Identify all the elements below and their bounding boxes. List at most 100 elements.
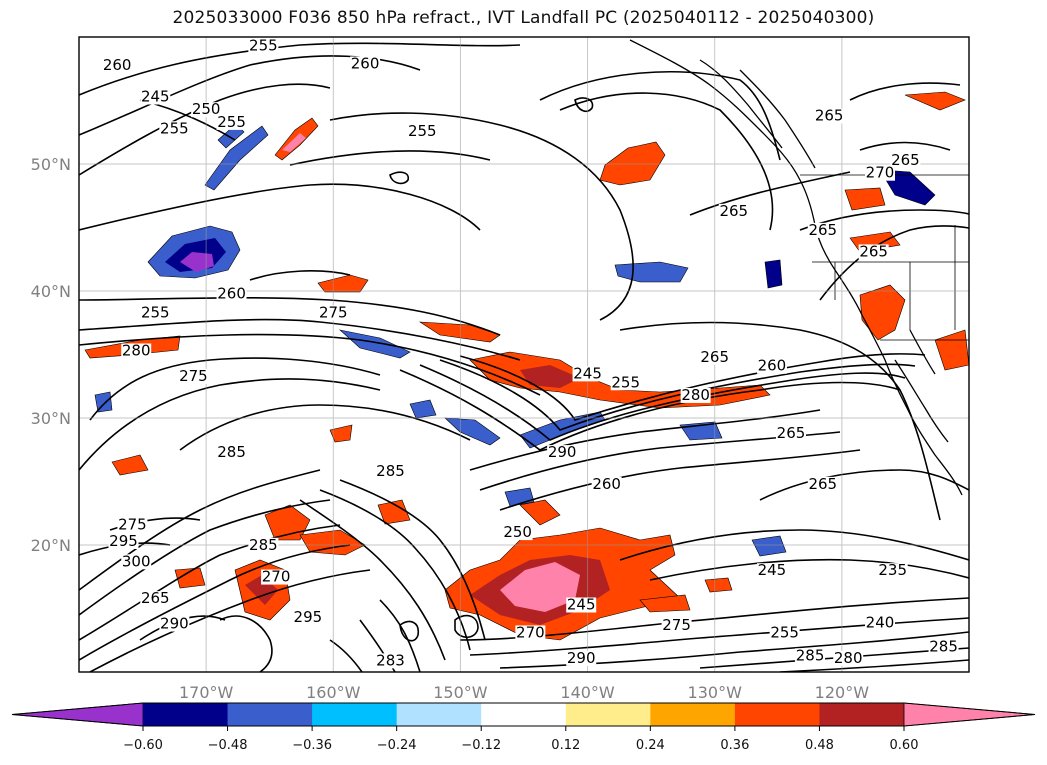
colorbar-tick-label: 0.12	[551, 738, 580, 753]
colorbar-tick-label: −0.48	[208, 738, 248, 753]
shaded-anomaly-layer	[84, 91, 969, 641]
contour-label-background	[814, 108, 845, 124]
contour-line	[79, 183, 481, 231]
positive-anomaly-region	[639, 594, 691, 613]
contour-label: 283	[376, 651, 405, 669]
colorbar-extend-low	[11, 702, 144, 727]
contour-label: 255	[141, 303, 170, 321]
contour-label: 275	[118, 515, 147, 533]
contour-label-background	[547, 445, 578, 461]
longitude-tick-label: 160°W	[306, 683, 361, 702]
latitude-tick-label: 30°N	[31, 409, 71, 428]
contour-line	[79, 469, 321, 591]
contour-label-background	[350, 56, 381, 72]
positive-anomaly-region	[282, 133, 306, 152]
colorbar-tick-label: 0.60	[890, 738, 919, 753]
coastline	[629, 39, 963, 496]
contour-label: 260	[758, 357, 787, 375]
contour-label: 275	[319, 303, 348, 321]
contour-line	[79, 333, 541, 396]
longitude-tick-label: 130°W	[688, 683, 743, 702]
negative-anomaly-region	[338, 329, 411, 359]
contour-label-background	[756, 563, 787, 579]
negative-anomaly-region	[180, 252, 214, 272]
contour-line	[379, 599, 421, 672]
contour-label-background	[865, 165, 895, 181]
positive-anomaly-region	[904, 91, 966, 111]
positive-anomaly-region	[859, 284, 906, 341]
contour-label-background	[140, 89, 171, 105]
colorbar-segment	[143, 703, 229, 726]
contour-line	[249, 270, 351, 281]
contour-label: 285	[796, 646, 825, 664]
contour-label: 260	[103, 56, 132, 74]
colorbar-segment	[819, 703, 905, 726]
colorbar-segment	[312, 703, 398, 726]
contour-line	[79, 318, 521, 361]
positive-anomaly-region	[500, 562, 580, 612]
latitude-tick-label: 20°N	[31, 536, 71, 555]
contour-label-background	[261, 569, 292, 585]
contour-label: 295	[109, 532, 138, 550]
colorbar-segment	[227, 703, 313, 726]
contour-line	[779, 659, 969, 672]
contour-line	[79, 378, 381, 471]
colorbar-segment	[565, 703, 651, 726]
contour-label-background	[572, 366, 603, 382]
contour-label-background	[566, 650, 597, 666]
contour-label-background	[807, 222, 838, 238]
contour-label-background	[178, 368, 209, 384]
contour-label: 290	[160, 615, 189, 633]
colorbar-segments	[11, 702, 1036, 727]
contour-label: 280	[122, 342, 151, 360]
colorbar-tick-label: −0.12	[461, 738, 501, 753]
contour-label: 245	[573, 364, 602, 382]
contour-label-background	[216, 445, 247, 461]
contour-label-background	[865, 615, 895, 631]
coastline	[739, 69, 816, 169]
colorbar-tick-label: 0.24	[636, 738, 665, 753]
colorbar-segment	[396, 703, 482, 726]
contour-label: 285	[217, 443, 246, 461]
contour-label: 280	[681, 386, 710, 404]
contour-label-background	[102, 57, 133, 73]
contour-line	[649, 558, 969, 581]
contour-label: 270	[516, 623, 545, 641]
contour-label: 275	[662, 616, 691, 634]
contour-line	[499, 449, 861, 511]
contour-label: 265	[891, 151, 920, 169]
colorbar-tick-label: −0.60	[123, 738, 163, 753]
negative-anomaly-region	[751, 535, 787, 557]
contour-line	[179, 404, 471, 451]
contour-line	[619, 529, 969, 561]
negative-anomaly-region	[409, 399, 437, 419]
positive-anomaly-region	[377, 499, 411, 525]
contour-label-background	[566, 597, 597, 613]
negative-anomaly-region	[444, 417, 501, 446]
contour-label: 300	[122, 552, 151, 570]
contour-line	[399, 369, 901, 451]
contour-label-background	[795, 648, 826, 664]
latitude-tick-label: 40°N	[31, 282, 71, 301]
contour-line	[689, 171, 851, 216]
contour-label-background	[216, 286, 247, 302]
contour-label: 265	[808, 475, 837, 493]
contour-label: 265	[815, 107, 844, 125]
contour-label-background	[140, 305, 171, 321]
contour-label: 295	[294, 608, 323, 626]
contour-label-background	[928, 639, 959, 655]
contour-line	[759, 469, 969, 501]
contour-line	[299, 499, 446, 661]
colorbar-tick-label: 0.36	[720, 738, 749, 753]
coastline-layer	[629, 39, 969, 496]
contour-label: 245	[141, 88, 170, 106]
contour-line	[89, 357, 381, 421]
contour-line	[439, 359, 916, 431]
colorbar-segment	[481, 703, 567, 726]
colorbar-tick-labels: −0.60 −0.48 −0.36 −0.24 −0.12 0.12 0.24 0.36 0.4…	[123, 726, 918, 753]
contour-label-background	[375, 464, 406, 480]
contour-label-background	[216, 114, 247, 130]
contour-label-background	[292, 610, 323, 626]
contour-line	[799, 209, 969, 231]
